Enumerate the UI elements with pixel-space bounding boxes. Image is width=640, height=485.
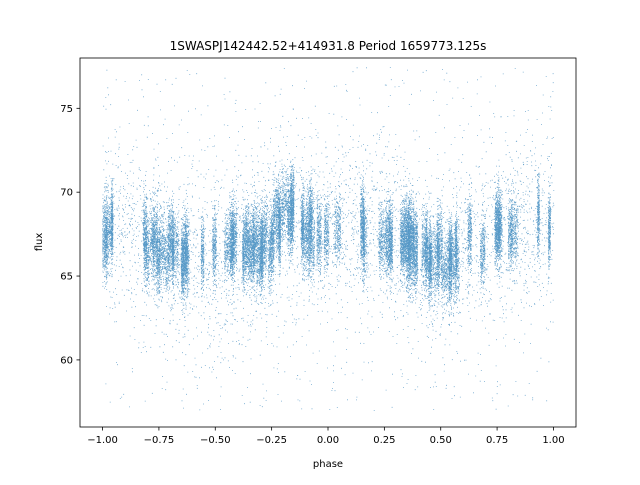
flux-scatter-points [102, 67, 555, 411]
x-tick-label: −0.50 [200, 435, 231, 446]
x-tick-label: −0.25 [256, 435, 287, 446]
x-axis-ticks: −1.00 −0.75 −0.50 −0.25 0.00 0.25 0.50 0.75 1.00 [87, 427, 565, 446]
y-tick-label: 65 [60, 272, 73, 283]
x-tick-label: −1.00 [87, 435, 118, 446]
chart-title: 1SWASPJ142442.52+414931.8 Period 1659773… [170, 39, 487, 53]
y-axis-label: flux [34, 233, 45, 252]
x-tick-label: −0.75 [144, 435, 175, 446]
x-tick-label: 0.25 [373, 435, 395, 446]
x-tick-label: 0.75 [486, 435, 508, 446]
x-tick-label: 0.50 [430, 435, 452, 446]
x-tick-label: 0.00 [317, 435, 339, 446]
y-tick-label: 75 [60, 104, 73, 115]
x-axis-label: phase [313, 459, 343, 470]
y-tick-label: 60 [60, 355, 73, 366]
y-axis-ticks: 60 65 70 75 [60, 104, 80, 366]
y-tick-label: 70 [60, 188, 73, 199]
data-points [102, 67, 555, 411]
x-tick-label: 1.00 [542, 435, 564, 446]
